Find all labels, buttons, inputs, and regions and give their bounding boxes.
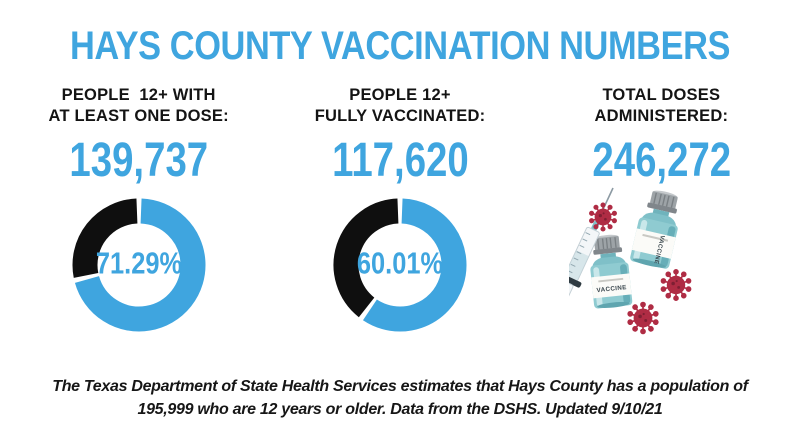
footer-note: The Texas Department of State Health Ser…	[0, 375, 800, 421]
stat-label-line2: FULLY VACCINATED:	[314, 107, 486, 125]
vaccine-illustration: VACCINE VACCINE	[540, 186, 753, 361]
donut-chart-one-dose-svg	[72, 198, 206, 332]
stat-label-line1: PEOPLE 12+ WITH	[61, 86, 216, 104]
page-title: HAYS COUNTY VACCINATION NUMBERS	[69, 24, 731, 68]
stat-label-one-dose: PEOPLE 12+ WITH AT LEAST ONE DOSE:	[49, 85, 229, 127]
vaccine-vials-syringe-virus-icon: VACCINE VACCINE	[540, 186, 693, 335]
stat-columns: PEOPLE 12+ WITH AT LEAST ONE DOSE: 139,7…	[0, 85, 800, 361]
stat-column-total-doses: TOTAL DOSES ADMINISTERED: 246,272	[531, 85, 792, 361]
virus-icon	[588, 202, 618, 232]
vaccine-vial-icon: VACCINE	[586, 232, 634, 311]
donut-chart-fully-vaccinated-svg	[333, 198, 467, 332]
virus-icon	[660, 268, 693, 302]
stat-value-one-dose: 139,737	[69, 134, 209, 187]
footer-line1: The Texas Department of State Health Ser…	[52, 378, 748, 395]
donut-chart-fully-vaccinated: 60.01%	[325, 190, 475, 340]
vaccine-vial-icon: VACCINE	[628, 186, 687, 271]
virus-icon	[627, 301, 660, 335]
stat-label-line1: PEOPLE 12+	[349, 86, 451, 104]
stat-value-total-doses: 246,272	[591, 134, 731, 187]
stat-column-fully-vaccinated: PEOPLE 12+ FULLY VACCINATED: 117,620 60.…	[269, 85, 530, 361]
donut-percentage-label: 60.01%	[356, 245, 444, 281]
stat-label-total-doses: TOTAL DOSES ADMINISTERED:	[594, 85, 728, 127]
stat-label-line2: ADMINISTERED:	[594, 107, 729, 125]
stat-label-fully-vaccinated: PEOPLE 12+ FULLY VACCINATED:	[315, 85, 486, 127]
stat-label-line1: TOTAL DOSES	[602, 86, 721, 104]
donut-percentage-label: 71.29%	[95, 245, 182, 281]
stat-column-one-dose: PEOPLE 12+ WITH AT LEAST ONE DOSE: 139,7…	[8, 85, 269, 361]
stat-value-fully-vaccinated: 117,620	[331, 134, 469, 187]
vial-label-text: VACCINE	[597, 284, 628, 294]
donut-chart-one-dose: 71.29%	[64, 190, 214, 340]
stat-label-line2: AT LEAST ONE DOSE:	[48, 107, 229, 125]
footer-line2: 195,999 who are 12 years or older. Data …	[137, 401, 663, 418]
